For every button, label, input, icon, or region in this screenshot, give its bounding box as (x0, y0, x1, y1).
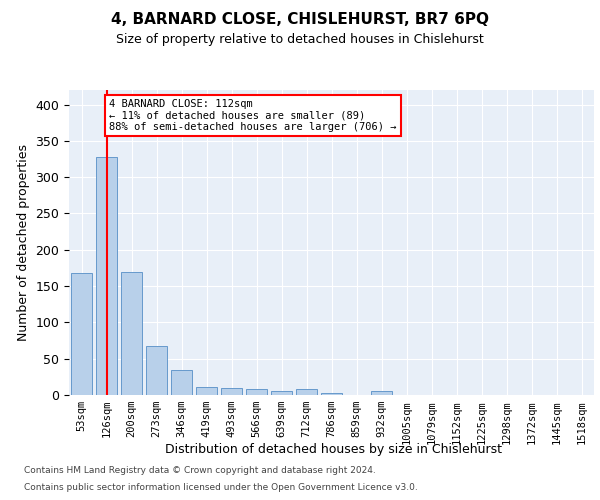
Bar (271, 392, 292, 395)
Text: Distribution of detached houses by size in Chislehurst: Distribution of detached houses by size … (164, 442, 502, 456)
Bar (246, 389, 267, 395)
Bar (321, 393, 342, 395)
Bar (221, 388, 242, 395)
Text: 4, BARNARD CLOSE, CHISLEHURST, BR7 6PQ: 4, BARNARD CLOSE, CHISLEHURST, BR7 6PQ (111, 12, 489, 28)
Bar (96, 157, 117, 395)
Bar (121, 272, 142, 395)
Bar (71, 273, 92, 395)
Bar (171, 370, 192, 395)
Bar (196, 387, 217, 395)
Y-axis label: Number of detached properties: Number of detached properties (17, 144, 30, 341)
Bar (146, 346, 167, 395)
Bar (371, 392, 392, 395)
Text: 4 BARNARD CLOSE: 112sqm
← 11% of detached houses are smaller (89)
88% of semi-de: 4 BARNARD CLOSE: 112sqm ← 11% of detache… (109, 98, 397, 132)
Bar (296, 389, 317, 395)
Text: Contains HM Land Registry data © Crown copyright and database right 2024.: Contains HM Land Registry data © Crown c… (24, 466, 376, 475)
Text: Size of property relative to detached houses in Chislehurst: Size of property relative to detached ho… (116, 32, 484, 46)
Text: Contains public sector information licensed under the Open Government Licence v3: Contains public sector information licen… (24, 484, 418, 492)
